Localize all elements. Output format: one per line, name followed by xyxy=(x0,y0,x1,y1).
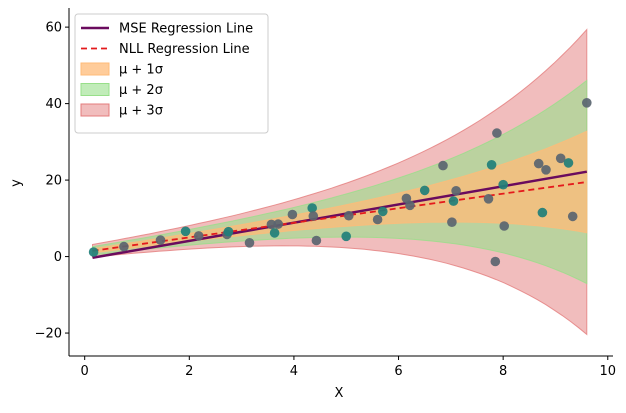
data-point xyxy=(448,196,459,206)
data-point xyxy=(405,200,415,211)
legend-label: MSE Regression Line xyxy=(119,22,253,37)
data-point xyxy=(308,211,319,221)
data-point xyxy=(537,207,548,218)
data-point xyxy=(180,226,191,237)
data-point xyxy=(419,185,430,196)
legend-item-band2: μ + 2σ xyxy=(80,83,163,98)
y-tick-label: 20 xyxy=(45,174,62,189)
y-tick-label: 0 xyxy=(54,250,62,265)
y-tick-label: 40 xyxy=(45,97,62,112)
legend-label: NLL Regression Line xyxy=(119,42,250,57)
y-ticks: −20 0 20 40 60 xyxy=(35,21,69,342)
x-tick-label: 0 xyxy=(81,364,89,379)
data-point xyxy=(372,214,383,225)
data-point xyxy=(119,241,129,252)
data-point xyxy=(555,153,566,164)
nll-regression-line xyxy=(92,181,587,252)
legend-label: μ + 3σ xyxy=(119,104,163,119)
data-point xyxy=(533,158,544,169)
data-points xyxy=(88,98,592,267)
data-point xyxy=(490,256,501,267)
data-point xyxy=(498,179,509,190)
data-point xyxy=(244,238,255,248)
legend-item-nll: NLL Regression Line xyxy=(81,42,250,57)
y-tick-label: −20 xyxy=(35,327,62,342)
data-point xyxy=(266,219,277,230)
data-point xyxy=(287,209,298,220)
data-point xyxy=(193,231,204,241)
data-point xyxy=(567,211,578,222)
data-point xyxy=(155,235,166,245)
legend: MSE Regression Line NLL Regression Line μ … xyxy=(74,13,269,134)
data-point xyxy=(451,186,461,196)
legend-frame xyxy=(74,13,269,134)
data-point xyxy=(307,203,318,213)
legend-item-mse: MSE Regression Line xyxy=(81,22,253,37)
data-point xyxy=(492,128,502,138)
data-point xyxy=(88,247,99,257)
y-axis-label: y xyxy=(9,179,24,187)
data-point xyxy=(447,217,457,227)
data-point xyxy=(438,160,448,171)
x-tick-label: 2 xyxy=(185,364,193,379)
x-tick-label: 10 xyxy=(599,364,616,379)
data-point xyxy=(582,98,592,108)
legend-swatch xyxy=(80,103,110,117)
x-axis-label: X xyxy=(335,386,344,401)
axes: 0 2 4 6 8 10 −20 0 20 40 60 X y xyxy=(9,8,616,401)
data-point xyxy=(344,210,354,221)
data-point xyxy=(499,221,510,231)
legend-label: μ + 2σ xyxy=(119,83,163,98)
data-point xyxy=(223,226,234,237)
data-point xyxy=(311,235,322,246)
data-point xyxy=(483,194,494,204)
data-point xyxy=(273,219,284,229)
x-tick-label: 8 xyxy=(499,364,507,379)
data-point xyxy=(541,165,551,175)
legend-swatch xyxy=(80,83,110,96)
data-point xyxy=(378,206,388,217)
data-point xyxy=(486,160,497,170)
legend-swatch xyxy=(80,62,110,76)
x-ticks: 0 2 4 6 8 10 xyxy=(81,356,616,379)
legend-label: μ + 1σ xyxy=(119,63,163,78)
data-point xyxy=(563,158,574,168)
legend-item-band3: μ + 3σ xyxy=(80,103,163,119)
data-point xyxy=(341,231,352,242)
x-tick-label: 4 xyxy=(290,364,298,379)
x-tick-label: 6 xyxy=(394,364,402,379)
y-tick-label: 60 xyxy=(45,21,62,36)
band-1-sigma xyxy=(92,130,588,254)
data-point xyxy=(269,228,280,238)
legend-item-band1: μ + 1σ xyxy=(80,62,163,78)
